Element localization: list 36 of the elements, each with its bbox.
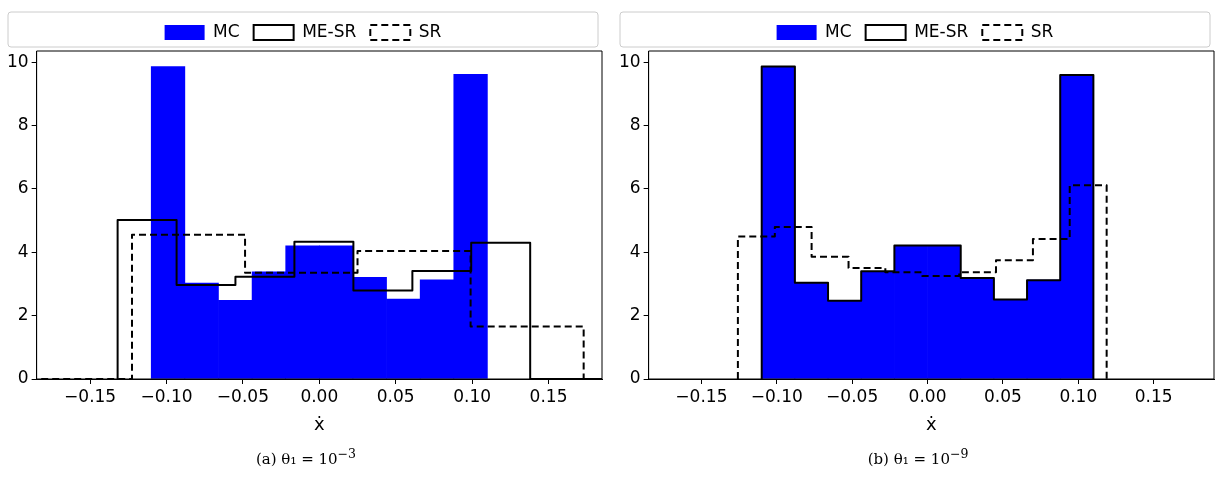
y-tick-label: 2: [629, 304, 641, 325]
x-tick-label: 0.15: [529, 385, 568, 406]
x-tick-label: 0.00: [300, 385, 339, 406]
y-tick-label: 4: [629, 240, 641, 261]
x-tick-label: −0.05: [216, 385, 269, 406]
x-tick-label: 0.15: [1134, 385, 1173, 406]
x-tick-label: 0.10: [1059, 385, 1098, 406]
x-tick-label: −0.10: [140, 385, 193, 406]
y-tick-label: 10: [618, 50, 641, 71]
y-tick-label: 10: [6, 50, 29, 71]
y-tick-label: 4: [17, 240, 29, 261]
legend-label: SR: [1030, 20, 1054, 41]
x-tick-label: −0.10: [750, 385, 803, 406]
x-axis-title: ẋ: [313, 412, 325, 434]
legend-label: MC: [825, 20, 852, 41]
legend-label: MC: [213, 20, 240, 41]
y-tick-label: 2: [17, 304, 29, 325]
y-tick-label: 8: [17, 113, 29, 134]
x-tick-label: 0.00: [908, 385, 947, 406]
text: (a) θ₁ = 10$^{−3}$: [254, 446, 358, 468]
x-tick-label: 0.05: [984, 385, 1022, 406]
legend-label: ME-SR: [914, 20, 969, 41]
x-tick-label: 0.05: [376, 385, 415, 406]
legend-label: SR: [418, 20, 442, 41]
x-tick-label: 0.10: [453, 385, 492, 406]
y-tick-label: 6: [17, 177, 29, 198]
y-tick-label: 8: [629, 113, 641, 134]
y-tick-label: 0: [17, 367, 29, 388]
y-tick-label: 0: [629, 367, 641, 388]
legend-label: ME-SR: [302, 20, 357, 41]
y-tick-label: 6: [629, 177, 641, 198]
x-tick-label: −0.05: [826, 385, 879, 406]
x-axis-title: ẋ: [925, 412, 937, 434]
text: (b) θ₁ = 10$^{−9}$: [866, 446, 970, 468]
x-tick-label: −0.15: [64, 385, 117, 406]
x-tick-label: −0.15: [675, 385, 728, 406]
